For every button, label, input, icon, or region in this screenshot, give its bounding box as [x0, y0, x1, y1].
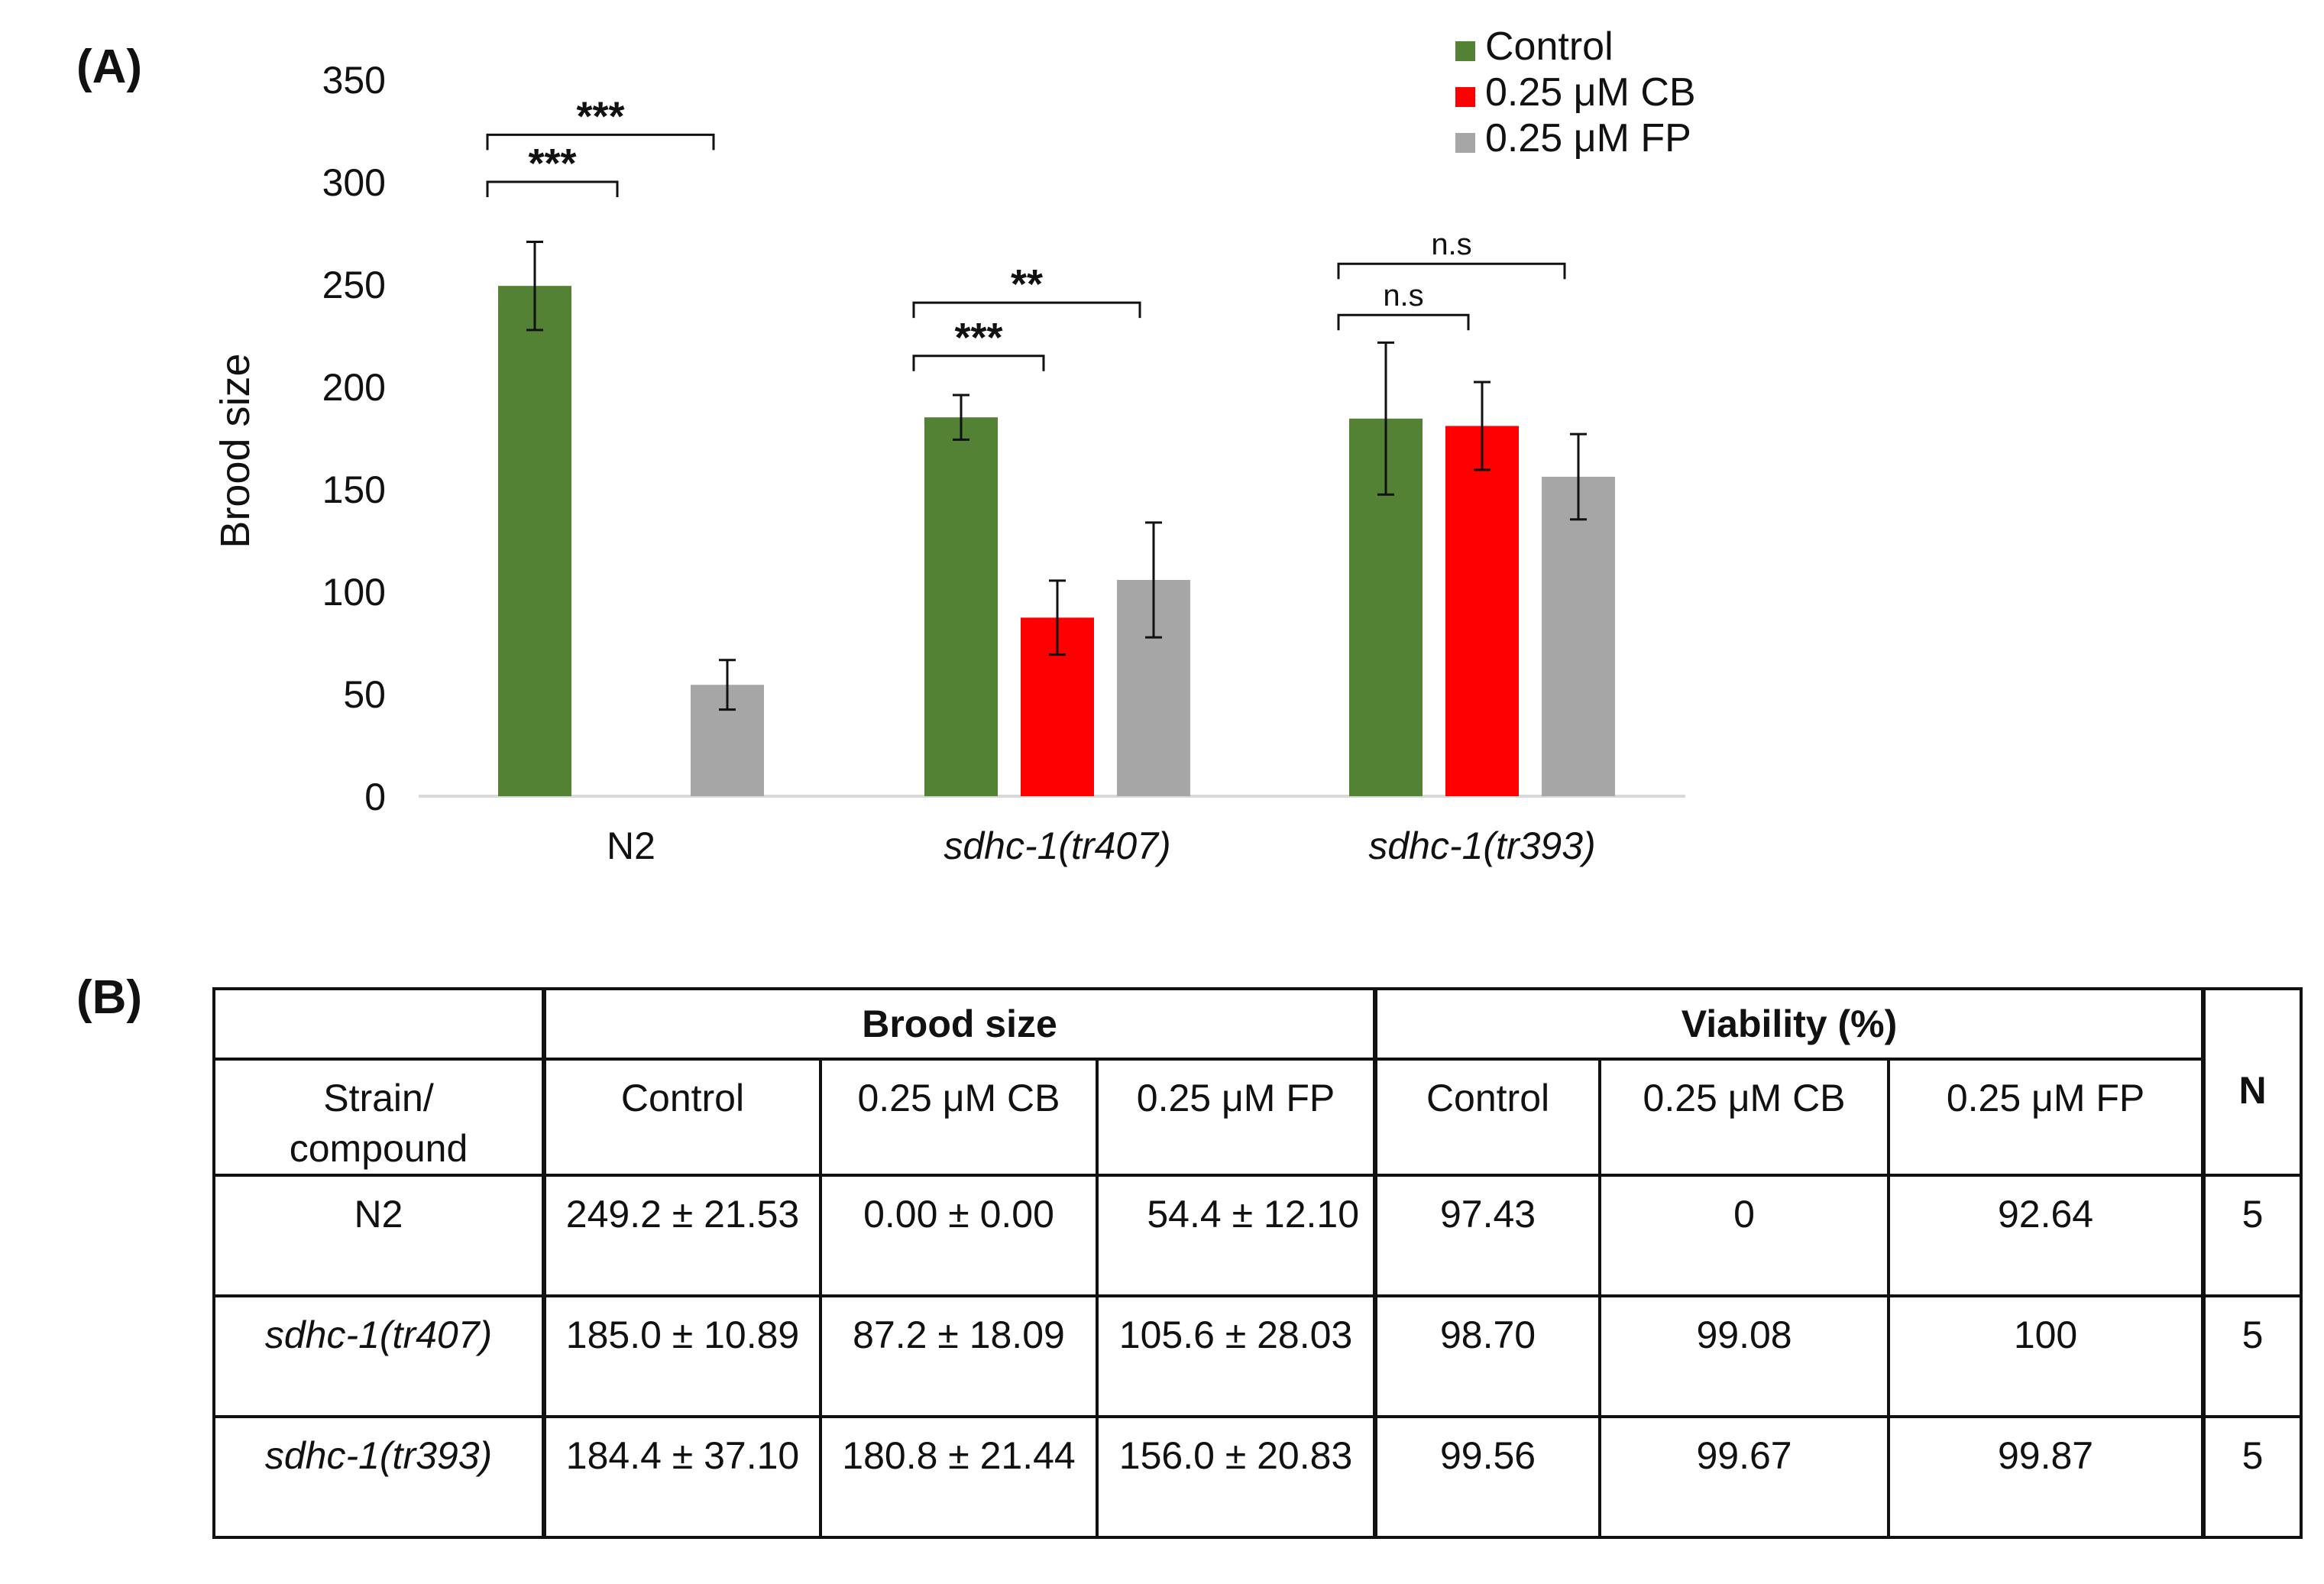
- significance-label: n.s: [1431, 228, 1471, 261]
- strain-cell: sdhc-1(tr407): [212, 1294, 545, 1418]
- brood-control-cell: 184.4 ± 37.10: [542, 1415, 822, 1539]
- brood-fp-cell: 156.0 ± 20.83: [1095, 1415, 1377, 1539]
- y-tick-label: 350: [322, 59, 386, 102]
- y-tick-label: 50: [343, 673, 386, 716]
- viability-fp-cell: 100: [1887, 1294, 2206, 1418]
- bar-0-1: [924, 417, 998, 796]
- significance-bracket-3: **: [912, 261, 1141, 319]
- error-bar-2-0: [719, 659, 736, 711]
- table-row: sdhc-1(tr407) 185.0 ± 10.89 87.2 ± 18.09…: [212, 1294, 2303, 1418]
- strain-cell: sdhc-1(tr393): [212, 1415, 545, 1539]
- error-bar-1-1: [1049, 579, 1066, 656]
- n-cell: 5: [2201, 1415, 2303, 1539]
- viability-fp-header: 0.25 μM FP: [1887, 1058, 2206, 1177]
- y-axis-label: Brood size: [212, 353, 258, 548]
- summary-table: Brood size Viability (%) N Strain/ compo…: [212, 987, 2303, 1539]
- bar-0-0: [498, 286, 571, 796]
- viability-fp-cell: 99.87: [1887, 1415, 2206, 1539]
- viability-cb-cell: 99.08: [1598, 1294, 1891, 1418]
- viability-control-cell: 97.43: [1373, 1174, 1602, 1297]
- legend-label: 0.25 μM CB: [1485, 70, 1696, 115]
- viability-cb-header: 0.25 μM CB: [1598, 1058, 1891, 1177]
- panel-label-b: (B): [76, 971, 143, 1024]
- significance-label: ***: [954, 315, 1002, 361]
- x-category-label: sdhc-1(tr393): [1368, 824, 1595, 867]
- brood-size-group-header: Brood size: [541, 987, 1377, 1061]
- error-bar-2-1: [1145, 521, 1162, 639]
- y-tick-label: 0: [364, 776, 386, 818]
- brood-cb-cell: 0.00 ± 0.00: [819, 1174, 1099, 1297]
- viability-fp-cell: 92.64: [1887, 1174, 2206, 1297]
- error-bar-0-1: [953, 394, 969, 441]
- brood-control-cell: 185.0 ± 10.89: [542, 1294, 822, 1418]
- n-cell: 5: [2201, 1294, 2303, 1418]
- legend-item: 0.25 μM CB: [1455, 70, 1696, 115]
- brood-control-cell: 249.2 ± 21.53: [542, 1174, 822, 1297]
- significance-bracket-4: n.s: [1337, 279, 1470, 331]
- viability-control-cell: 98.70: [1373, 1294, 1602, 1418]
- significance-label: **: [1011, 261, 1043, 307]
- brood-fp-cell: 105.6 ± 28.03: [1095, 1294, 1377, 1418]
- brood-cb-cell: 87.2 ± 18.09: [819, 1294, 1099, 1418]
- legend-item: 0.25 μM FP: [1455, 116, 1691, 160]
- legend-swatch: [1455, 41, 1475, 61]
- brood-cb-cell: 180.8 ± 21.44: [819, 1415, 1099, 1539]
- significance-group: *********** n.sn.s: [486, 93, 1566, 371]
- legend-swatch: [1455, 87, 1475, 107]
- viability-control-cell: 99.56: [1373, 1415, 1602, 1539]
- y-tick-label: 100: [322, 571, 386, 614]
- panel-label-a: (A): [76, 40, 143, 93]
- error-bar-group: [526, 240, 1587, 711]
- significance-bracket-5: n.s: [1337, 228, 1566, 280]
- x-axis-labels: N2 sdhc-1(tr407) sdhc-1(tr393): [607, 824, 1596, 867]
- y-tick-label: 150: [322, 468, 386, 511]
- strain-compound-header: Strain/ compound: [212, 1058, 545, 1177]
- significance-bracket-2: ***: [912, 315, 1045, 371]
- error-bar-2-2: [1570, 432, 1587, 521]
- viability-cb-cell: 0: [1598, 1174, 1891, 1297]
- viability-group-header: Viability (%): [1373, 987, 2206, 1061]
- y-axis-ticks: 0 50 100 150 200 250 300 350: [322, 59, 386, 818]
- table-corner-cell: [212, 987, 545, 1061]
- n-header: N: [2201, 987, 2303, 1177]
- brood-fp-header: 0.25 μM FP: [1095, 1058, 1377, 1177]
- table-row: sdhc-1(tr393) 184.4 ± 37.10 180.8 ± 21.4…: [212, 1415, 2303, 1539]
- y-tick-label: 250: [322, 264, 386, 306]
- brood-cb-header: 0.25 μM CB: [819, 1058, 1099, 1177]
- error-bar-0-2: [1377, 341, 1394, 496]
- significance-label: ***: [576, 93, 624, 139]
- legend-swatch: [1455, 133, 1475, 153]
- legend-label: 0.25 μM FP: [1485, 116, 1691, 160]
- table-row: N2 249.2 ± 21.53 0.00 ± 0.00 54.4 ± 12.1…: [212, 1174, 2303, 1297]
- bar-1-2: [1445, 426, 1519, 796]
- x-category-label: N2: [607, 824, 655, 867]
- n-cell: 5: [2201, 1174, 2303, 1297]
- significance-bracket-1: ***: [486, 93, 715, 151]
- x-category-label: sdhc-1(tr407): [944, 824, 1170, 867]
- bar-group: [498, 286, 1615, 796]
- viability-cb-cell: 99.67: [1598, 1415, 1891, 1539]
- brood-fp-cell: 54.4 ± 12.10: [1095, 1174, 1377, 1297]
- legend-label: Control: [1485, 24, 1614, 69]
- viability-control-header: Control: [1373, 1058, 1602, 1177]
- bar-2-2: [1542, 476, 1615, 796]
- legend-item: Control: [1455, 24, 1614, 69]
- significance-label: ***: [528, 141, 576, 186]
- y-tick-label: 200: [322, 366, 386, 409]
- brood-control-header: Control: [542, 1058, 822, 1177]
- significance-bracket-0: ***: [486, 141, 619, 197]
- significance-label: n.s: [1383, 279, 1423, 313]
- y-tick-label: 300: [322, 161, 386, 204]
- strain-cell: N2: [212, 1174, 545, 1297]
- error-bar-0-0: [526, 240, 543, 332]
- error-bar-1-2: [1474, 381, 1491, 471]
